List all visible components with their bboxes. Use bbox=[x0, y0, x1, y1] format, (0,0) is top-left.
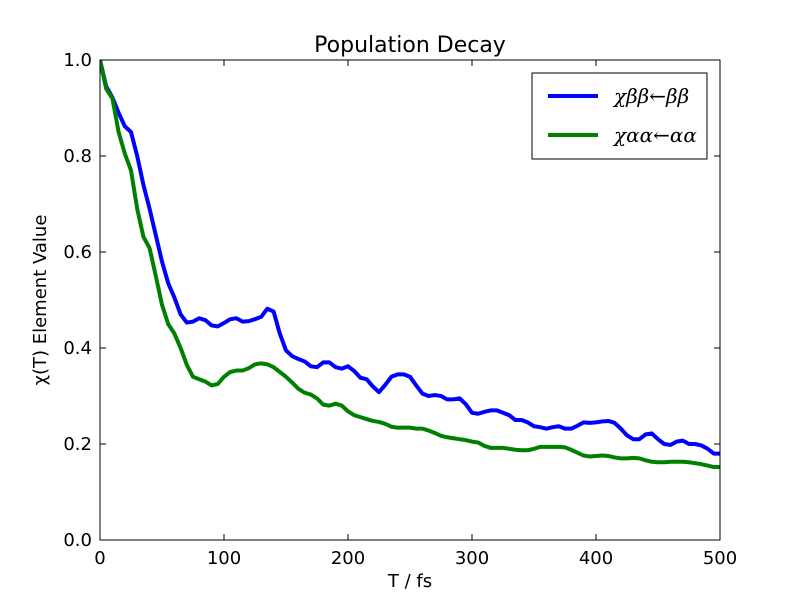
y-tick-label: 0.2 bbox=[63, 434, 92, 455]
x-axis: 0 100 200 300 400 500 bbox=[94, 60, 737, 569]
x-tick-label: 500 bbox=[703, 548, 737, 569]
y-tick-label: 0.8 bbox=[63, 146, 92, 167]
y-axis-label: χ(T) Element Value bbox=[30, 215, 51, 386]
y-tick-label: 0.6 bbox=[63, 242, 92, 263]
legend-label-alpha: χαα←αα bbox=[612, 123, 697, 147]
series-layer bbox=[100, 60, 720, 470]
y-tick-label: 0.0 bbox=[63, 530, 92, 551]
y-tick-label: 0.4 bbox=[63, 338, 92, 359]
x-tick-label: 100 bbox=[207, 548, 241, 569]
legend-label-beta: χββ←ββ bbox=[612, 84, 689, 108]
y-tick-label: 1.0 bbox=[63, 50, 92, 71]
y-axis: 0.0 0.2 0.4 0.6 0.8 1.0 bbox=[63, 50, 720, 551]
chart-title: Population Decay bbox=[314, 33, 506, 58]
plot-area bbox=[99, 59, 721, 541]
plot-frame bbox=[99, 59, 721, 541]
x-tick-label: 400 bbox=[579, 548, 613, 569]
x-tick-label: 0 bbox=[94, 548, 105, 569]
x-axis-label: T / fs bbox=[387, 571, 432, 592]
legend-box bbox=[531, 72, 708, 160]
x-tick-label: 300 bbox=[455, 548, 489, 569]
series-line-alpha bbox=[100, 60, 720, 470]
x-tick-label: 200 bbox=[331, 548, 365, 569]
legend: χββ←ββ χαα←αα bbox=[531, 72, 708, 160]
series-line-beta bbox=[100, 60, 720, 456]
